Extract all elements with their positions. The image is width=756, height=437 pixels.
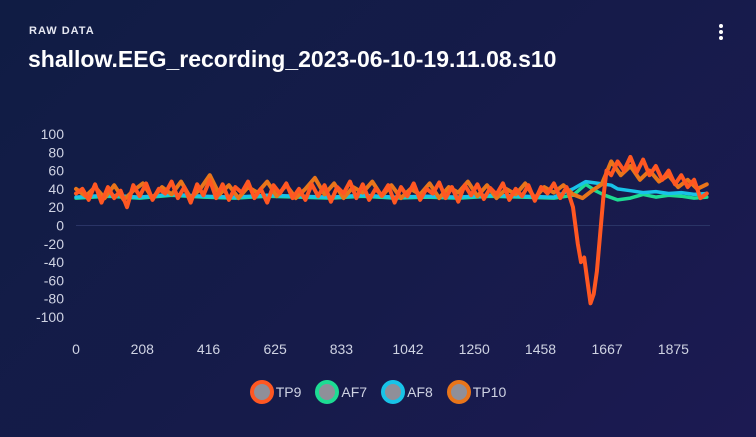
- series-line-tp10: [74, 159, 709, 202]
- x-tick-label: 1875: [658, 341, 689, 357]
- legend-item-tp9[interactable]: TP9: [249, 378, 302, 406]
- y-tick-label: 20: [48, 199, 64, 215]
- x-tick-label: 625: [263, 341, 287, 357]
- menu-dot: [719, 30, 723, 34]
- legend-label-af8: AF8: [407, 384, 433, 400]
- legend-label-tp10: TP10: [472, 384, 507, 400]
- y-tick-label: -80: [44, 291, 64, 307]
- series-line-tp9: [74, 154, 709, 306]
- y-tick-label: -60: [44, 272, 64, 288]
- y-tick-label: 0: [56, 218, 64, 234]
- x-tick-label: 0: [72, 341, 80, 357]
- legend-marker-af7: [315, 380, 340, 404]
- x-tick-label: 208: [131, 341, 155, 357]
- legend-item-af8[interactable]: AF8: [381, 378, 433, 406]
- legend-item-tp10[interactable]: TP10: [446, 378, 507, 406]
- x-tick-label: 833: [330, 341, 354, 357]
- recording-title: shallow.EEG_recording_2023-06-10-19.11.0…: [28, 46, 557, 72]
- legend-marker-tp10: [446, 380, 471, 404]
- legend-marker-tp9: [249, 380, 274, 404]
- y-tick-label: 40: [48, 181, 64, 197]
- legend-marker-af8: [381, 380, 406, 404]
- x-tick-label: 1667: [592, 341, 623, 357]
- y-tick-label: -20: [44, 236, 64, 252]
- y-tick-label: 100: [41, 126, 65, 142]
- menu-dot: [719, 24, 723, 28]
- legend-label-af7: AF7: [341, 384, 368, 400]
- card-overline: RAW DATA: [29, 25, 95, 37]
- x-tick-label: 1042: [392, 341, 423, 357]
- x-tick-label: 1458: [525, 341, 556, 357]
- legend-label-tp9: TP9: [275, 384, 302, 400]
- x-tick-label: 416: [197, 341, 221, 357]
- more-vertical-icon[interactable]: [712, 22, 730, 42]
- chart-legend: TP9 AF7 AF8 TP10: [0, 378, 756, 406]
- y-tick-label: -100: [36, 309, 64, 325]
- y-tick-label: 60: [48, 163, 64, 179]
- x-tick-label: 1250: [459, 341, 490, 357]
- legend-item-af7[interactable]: AF7: [315, 378, 367, 406]
- y-tick-label: 80: [48, 144, 64, 160]
- menu-dot: [719, 36, 723, 40]
- y-tick-label: -40: [44, 254, 64, 270]
